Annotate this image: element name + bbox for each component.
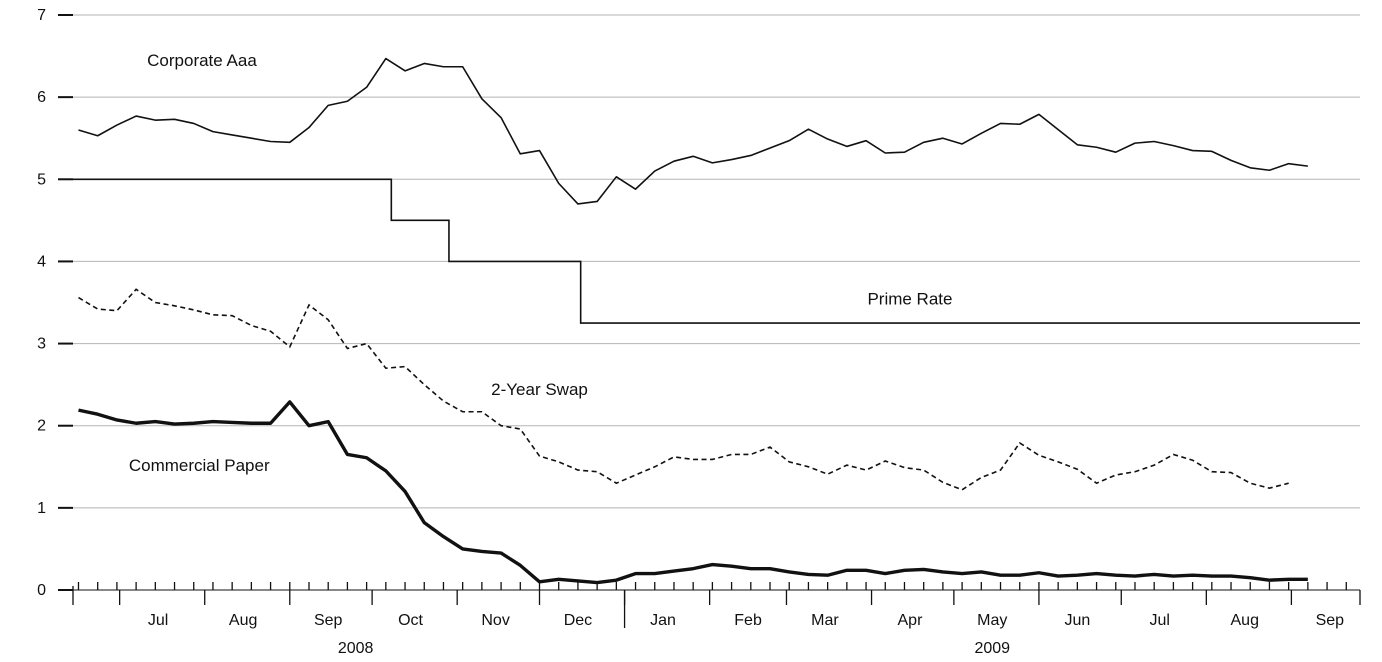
x-month-label-3: Oct <box>398 612 423 629</box>
x-month-label-13: Aug <box>1231 612 1259 629</box>
y-tick-label-4: 4 <box>37 253 46 270</box>
series-label-commercial-paper: Commercial Paper <box>129 456 270 475</box>
x-month-label-4: Nov <box>481 612 509 629</box>
series-label-2-year-swap: 2-Year Swap <box>491 380 588 399</box>
y-tick-label-5: 5 <box>37 171 46 188</box>
y-tick-label-6: 6 <box>37 89 46 106</box>
x-month-label-0: Jul <box>148 612 168 629</box>
series-line-prime-rate <box>73 178 1360 324</box>
x-month-label-12: Jul <box>1149 612 1169 629</box>
x-year-label-2008: 2008 <box>338 640 374 657</box>
y-tick-label-0: 0 <box>37 582 46 599</box>
y-tick-label-1: 1 <box>37 500 46 517</box>
x-year-label-2009: 2009 <box>974 640 1010 657</box>
y-tick-label-7: 7 <box>37 7 46 24</box>
x-month-label-8: Mar <box>811 612 839 629</box>
x-month-label-9: Apr <box>898 612 924 629</box>
series-line-2-year-swap <box>78 288 1289 491</box>
x-month-label-6: Jan <box>650 612 676 629</box>
series-label-prime-rate: Prime Rate <box>867 289 952 308</box>
series-label-corporate-aaa: Corporate Aaa <box>147 51 257 70</box>
x-month-label-10: May <box>977 612 1007 629</box>
y-axis: 0 1 2 3 4 5 6 7 <box>37 7 73 599</box>
gridlines <box>73 14 1360 509</box>
x-month-label-1: Aug <box>229 612 257 629</box>
series-line-corporate-aaa <box>78 57 1308 205</box>
x-month-label-5: Dec <box>564 612 592 629</box>
series-lines <box>73 57 1360 585</box>
series-annotations: Corporate Aaa Prime Rate 2-Year Swap Commer… <box>129 51 953 475</box>
y-tick-label-2: 2 <box>37 418 46 435</box>
x-month-label-2: Sep <box>314 612 343 629</box>
series-line-commercial-paper <box>78 400 1308 585</box>
x-axis: Jul Aug Sep Oct Nov Dec Jan Feb Mar Apr May Jun Jul A… <box>72 582 1361 657</box>
x-month-label-11: Jun <box>1064 612 1090 629</box>
x-month-label-7: Feb <box>734 612 762 629</box>
y-tick-label-3: 3 <box>37 336 46 353</box>
x-month-label-14: Sep <box>1316 612 1345 629</box>
